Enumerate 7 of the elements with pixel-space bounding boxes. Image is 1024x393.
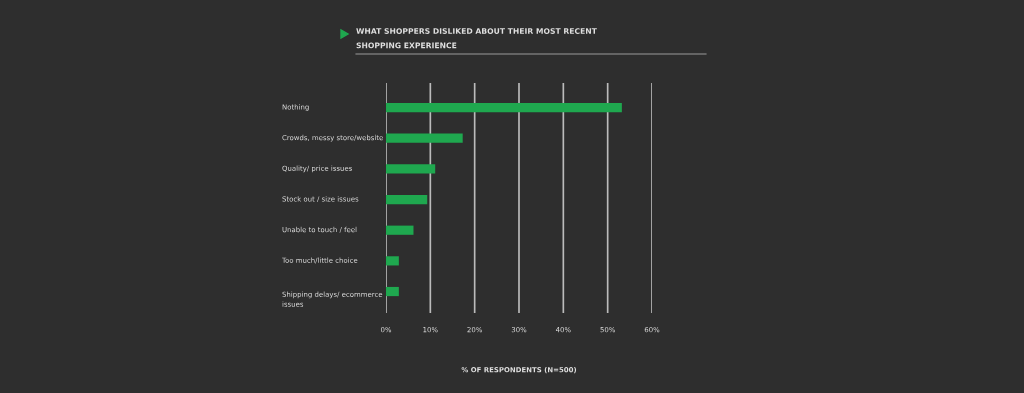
bar bbox=[386, 133, 463, 143]
bar bbox=[386, 194, 428, 205]
bar bbox=[386, 102, 622, 113]
bar bbox=[386, 225, 414, 235]
bar bbox=[386, 256, 399, 266]
bar bbox=[386, 286, 399, 297]
bar bbox=[386, 164, 436, 174]
